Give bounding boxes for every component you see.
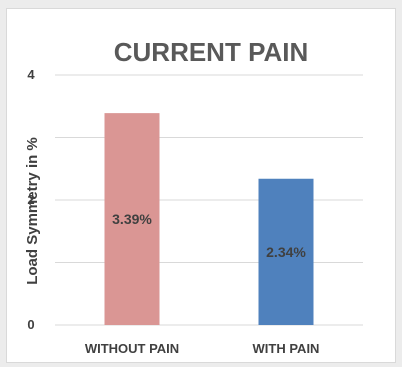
bar-chart: CURRENT PAIN Load Symmetry in % 0 2 4 WITH… bbox=[24, 37, 363, 356]
bar bbox=[258, 178, 314, 325]
chart-panel: CURRENT PAIN Load Symmetry in % 0 2 4 WITH… bbox=[6, 8, 396, 363]
bars bbox=[104, 113, 314, 325]
bar bbox=[104, 113, 160, 325]
y-tick-label: 2 bbox=[27, 192, 34, 207]
y-tick-label: 4 bbox=[27, 67, 35, 82]
data-label: 2.34% bbox=[266, 244, 306, 260]
chart-title: CURRENT PAIN bbox=[114, 37, 309, 67]
data-label: 3.39% bbox=[112, 211, 152, 227]
y-tick-label: 0 bbox=[27, 317, 34, 332]
gridlines bbox=[55, 74, 363, 326]
category-label: WITH PAIN bbox=[253, 341, 320, 356]
data-labels: 3.39% 2.34% bbox=[112, 211, 306, 260]
y-tick-labels: 0 2 4 bbox=[27, 67, 35, 332]
category-label: WITHOUT PAIN bbox=[85, 341, 179, 356]
y-axis-label: Load Symmetry in % bbox=[24, 137, 41, 285]
category-labels: WITHOUT PAIN WITH PAIN bbox=[85, 341, 320, 356]
